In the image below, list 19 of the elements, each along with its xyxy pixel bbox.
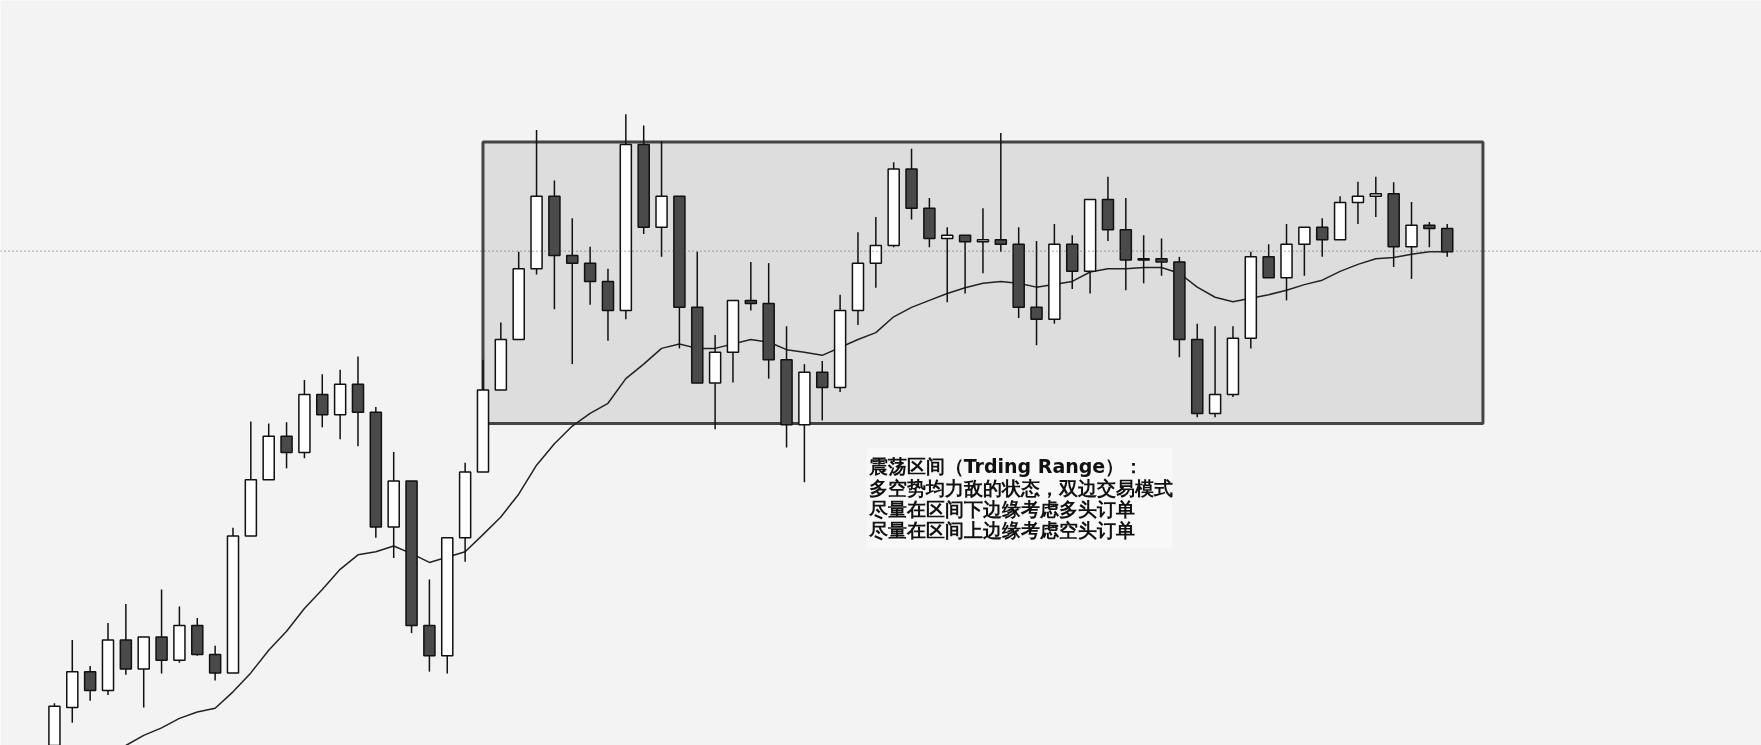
candlestick — [1369, 175, 1383, 218]
candlestick — [208, 645, 222, 682]
candlestick — [1405, 201, 1418, 280]
candlestick — [940, 226, 954, 304]
candlestick — [315, 373, 329, 429]
candlestick — [1298, 226, 1311, 277]
candlestick — [1208, 325, 1222, 418]
candlestick — [1137, 234, 1150, 285]
annotation: 震荡区间（Trding Range）： — [867, 455, 1144, 478]
candlestick — [869, 216, 883, 289]
candlestick — [280, 421, 293, 470]
candlestick — [155, 588, 168, 675]
candlestick — [815, 360, 829, 422]
candlestick — [1351, 180, 1365, 225]
candlestick — [83, 665, 97, 702]
candlestick — [976, 207, 990, 274]
candlestick — [1423, 221, 1436, 249]
annotation: 尽量在区间上边缘考虑空头订单 — [867, 519, 1135, 542]
annotation: 尽量在区间下边缘考虑多头订单 — [867, 498, 1135, 521]
